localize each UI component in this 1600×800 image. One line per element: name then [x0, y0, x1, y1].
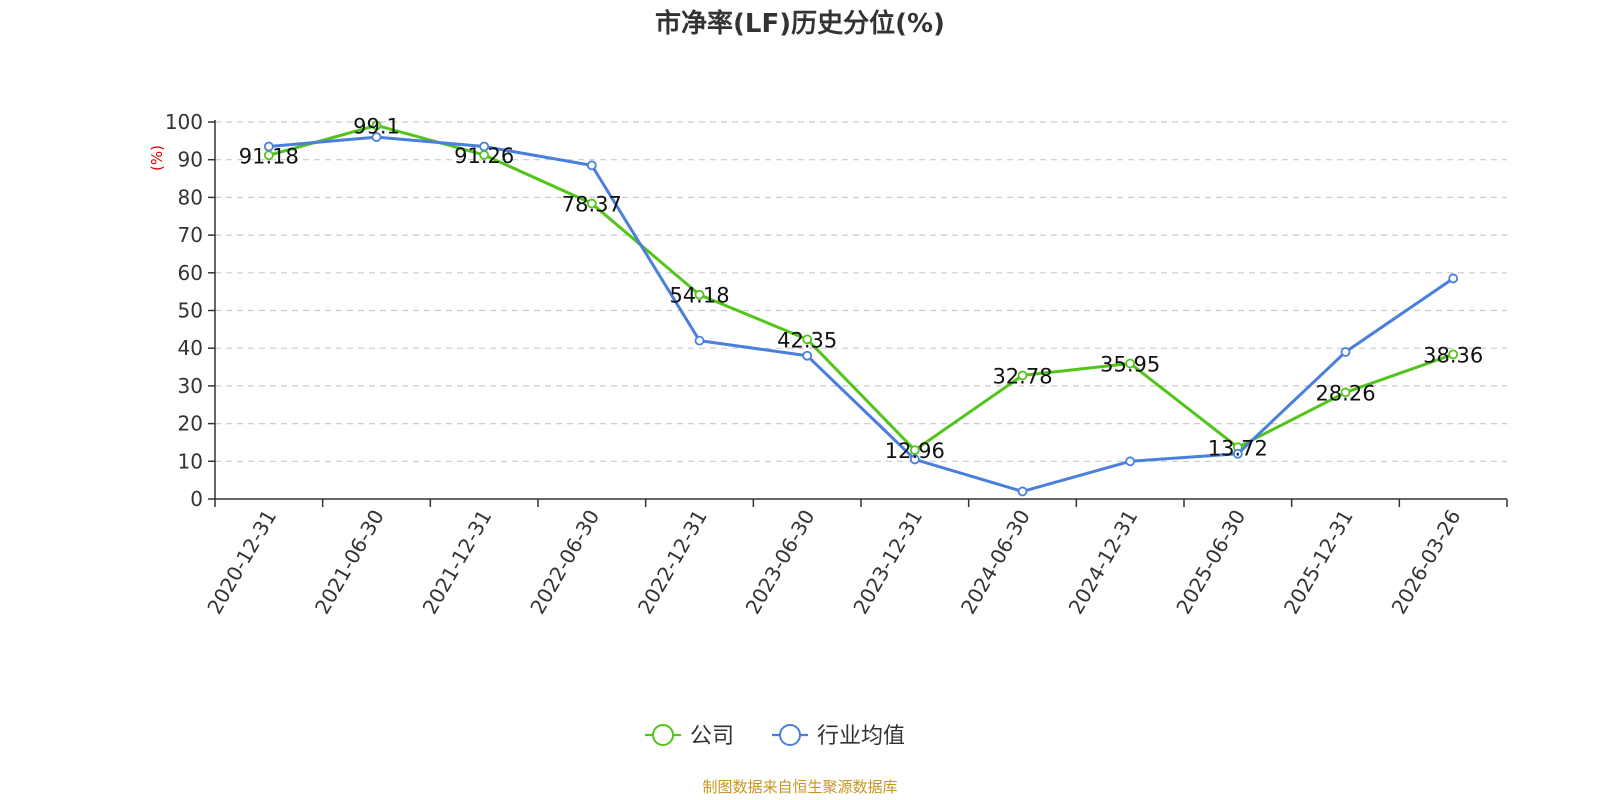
data-point[interactable] [371, 132, 382, 142]
legend[interactable]: 公司 行业均值 [645, 724, 905, 749]
data-point[interactable] [586, 198, 597, 209]
y-tick-label: 0 [190, 487, 203, 511]
y-tick-label: 90 [178, 148, 203, 172]
x-tick-label: 2021-12-31 [418, 505, 497, 618]
x-tick-label: 2026-03-26 [1387, 506, 1466, 619]
axes: 0 10 20 30 40 50 60 70 80 90 100 2020-12-31 2021-06-… [165, 110, 1508, 619]
y-tick-label: 10 [178, 449, 203, 473]
y-tick-label: 80 [178, 185, 203, 209]
y-tick-label: 70 [178, 223, 203, 247]
data-point[interactable] [802, 350, 813, 361]
data-label: 13.72 [1208, 436, 1268, 460]
data-point[interactable] [1448, 349, 1459, 360]
y-tick-label: 60 [178, 261, 203, 285]
y-axis-label: (%) [148, 145, 166, 171]
legend-marker [779, 724, 801, 746]
data-label: 78.37 [562, 193, 622, 217]
data-point[interactable] [479, 141, 490, 152]
data-point[interactable] [1340, 387, 1351, 398]
y-tick-label: 40 [178, 336, 203, 360]
y-tick-label: 100 [165, 110, 203, 134]
data-point[interactable] [1448, 273, 1459, 284]
legend-item-0[interactable]: 公司 [645, 724, 734, 749]
x-tick-label: 2025-12-31 [1279, 506, 1358, 619]
x-tick-label: 2022-06-30 [525, 506, 604, 619]
legend-marker [652, 724, 674, 746]
data-point[interactable] [694, 289, 705, 300]
data-point[interactable] [909, 445, 920, 456]
y-tick-label: 20 [178, 412, 203, 436]
data-labels: 91.18 99.1 91.26 78.37 54.18 42.35 12.96 32.78 3… [239, 114, 1483, 463]
chart-title: 市净率(LF)历史分位(%) [655, 8, 945, 39]
data-label: 28.26 [1315, 381, 1375, 405]
data-label: 38.36 [1423, 343, 1483, 367]
legend-label: 公司 [690, 724, 734, 749]
data-point[interactable] [1017, 486, 1028, 497]
data-point[interactable] [263, 141, 274, 152]
x-tick-label: 2023-12-31 [848, 505, 927, 618]
data-label: 54.18 [669, 284, 729, 308]
legend-label: 行业均值 [817, 724, 905, 749]
x-tick-label: 2024-12-31 [1064, 506, 1143, 619]
data-point[interactable] [371, 120, 382, 131]
x-tick-label: 2020-12-31 [202, 506, 281, 619]
data-label: 35.95 [1100, 352, 1160, 376]
series-line-0 [268, 123, 1454, 452]
data-point[interactable] [1232, 448, 1243, 459]
y-tick-label: 30 [178, 374, 203, 398]
data-label: 12.96 [885, 439, 945, 463]
series-line-1 [268, 135, 1455, 493]
y-tick-label: 50 [178, 299, 203, 323]
x-tick-label: 2023-06-30 [741, 506, 820, 619]
legend-item-1[interactable]: 行业均值 [772, 724, 905, 749]
data-point[interactable] [1125, 456, 1136, 467]
data-point[interactable] [586, 160, 597, 171]
x-tick-label: 2024-06-30 [956, 506, 1035, 619]
data-point[interactable] [802, 334, 813, 345]
data-label: 32.78 [992, 364, 1052, 388]
data-source-note: 制图数据来自恒生聚源数据库 [702, 778, 897, 796]
data-label: 42.35 [777, 328, 837, 352]
data-point[interactable] [909, 454, 920, 465]
data-point[interactable] [1340, 347, 1351, 357]
data-label: 91.26 [454, 144, 514, 168]
data-point[interactable] [694, 335, 705, 346]
data-label: 99.1 [353, 114, 400, 138]
data-point[interactable] [1125, 358, 1136, 369]
series-lines [263, 120, 1459, 497]
data-point[interactable] [1017, 370, 1028, 381]
x-tick-label: 2025-06-30 [1171, 506, 1250, 619]
x-tick-label: 2022-12-31 [633, 506, 712, 619]
data-label: 91.18 [239, 144, 299, 168]
x-tick-label: 2021-06-30 [310, 506, 389, 619]
